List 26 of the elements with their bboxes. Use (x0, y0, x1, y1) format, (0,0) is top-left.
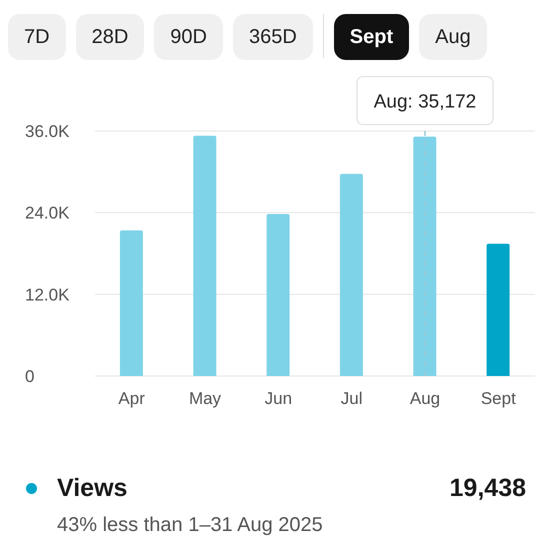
y-tick-label: 24.0K (25, 204, 70, 223)
bar (193, 136, 216, 376)
text: 43% less than 1–31 Aug 2025 (56, 514, 324, 537)
text: 19,438 (450, 474, 526, 502)
bar (486, 244, 510, 376)
annotation: Aug: 35,172 (374, 92, 476, 113)
y-tick-label: 0 (25, 367, 34, 386)
bar (266, 214, 290, 376)
x-tick-label: Sept (480, 389, 516, 408)
tab-button: Aug (419, 14, 487, 60)
bar (120, 230, 143, 376)
legend-label: Views (57, 474, 128, 502)
x-tick-label: Apr (118, 389, 146, 408)
y-tick-label: 12.0K (25, 285, 70, 304)
x-tick-label: Jun (264, 389, 292, 408)
tab-button: 90D (154, 14, 223, 60)
x-tick-label: Jul (340, 389, 363, 408)
tab-button: 7D (8, 14, 66, 60)
x-tick-label: Aug (410, 389, 440, 408)
x-tick-label: May (188, 389, 222, 408)
bar (413, 136, 436, 376)
y-tick-label: 36.0K (25, 122, 70, 141)
tab-button: 365D (232, 14, 313, 60)
bar (340, 174, 363, 376)
tab-button: 28D (76, 14, 144, 60)
tab-button: Sept (334, 14, 410, 60)
